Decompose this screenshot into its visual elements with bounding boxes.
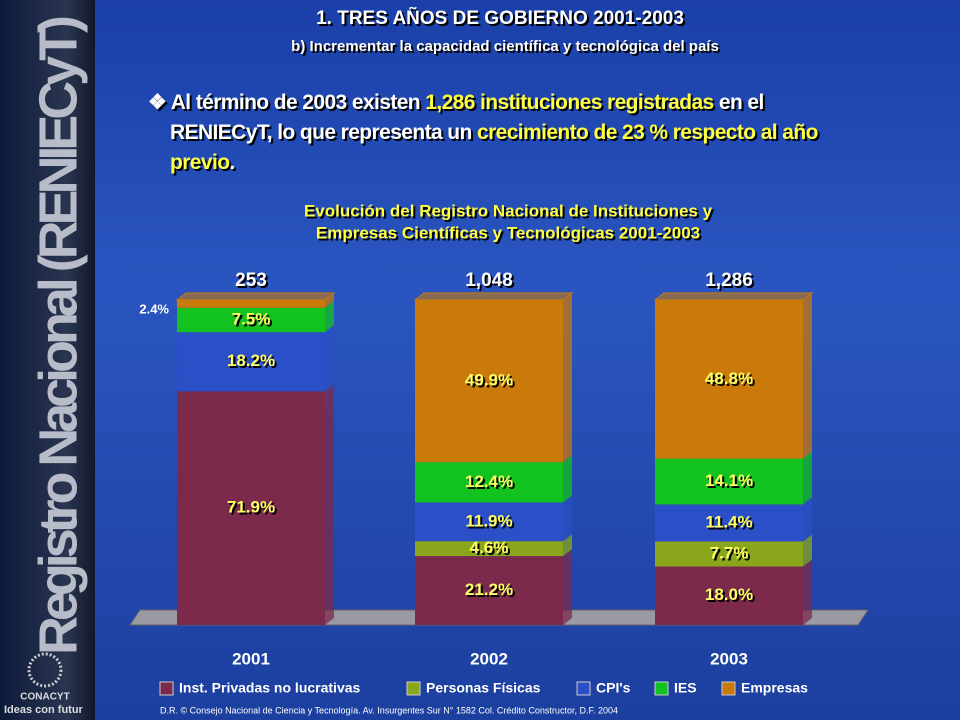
value-label: 4.6% bbox=[470, 538, 509, 557]
bar-side bbox=[563, 455, 572, 503]
logo-name: CONACYT bbox=[20, 692, 69, 703]
value-label: 12.4% bbox=[465, 472, 513, 491]
value-label: 18.2% bbox=[227, 351, 275, 370]
bar-side bbox=[803, 451, 812, 505]
value-label: 21.2% bbox=[465, 580, 513, 599]
bar-side bbox=[803, 559, 812, 625]
chart-title: Evolución del Registro Nacional de Insti… bbox=[304, 201, 713, 220]
bar-segment bbox=[177, 391, 325, 625]
subheading: b) Incrementar la capacidad científica y… bbox=[291, 38, 719, 55]
sidebar bbox=[0, 0, 95, 720]
bar-segment bbox=[655, 566, 803, 625]
value-label: 18.0% bbox=[705, 585, 753, 604]
legend-swatch bbox=[721, 681, 736, 696]
legend-swatch bbox=[654, 681, 669, 696]
x-tick-label: 2003 bbox=[710, 649, 748, 668]
logo-tagline: Ideas con futur bbox=[4, 704, 84, 716]
bar-segment bbox=[177, 332, 325, 392]
bar-segment bbox=[655, 300, 803, 459]
bar-segment bbox=[177, 300, 325, 308]
heading: 1. TRES AÑOS DE GOBIERNO 2001-2003 bbox=[316, 7, 684, 29]
value-label: 2.4% bbox=[139, 301, 169, 316]
sidebar-title: Registro Nacional (RENIECyT) bbox=[28, 15, 88, 655]
bar-side bbox=[325, 325, 334, 392]
value-label: 11.4% bbox=[705, 512, 752, 531]
total-label: 1,048 bbox=[465, 270, 513, 291]
bar-segment bbox=[177, 307, 325, 333]
bar-side bbox=[563, 534, 572, 557]
bullet-segment: Al término de 2003 existen bbox=[170, 91, 426, 114]
bar-top bbox=[175, 292, 336, 301]
x-tick-label: 2002 bbox=[470, 649, 508, 668]
bar-side bbox=[563, 549, 572, 625]
value-label: 7.7% bbox=[710, 543, 749, 562]
legend-swatch bbox=[406, 681, 421, 696]
chart-title: Empresas Científicas y Tecnológicas 2001… bbox=[316, 223, 700, 242]
bar-segment bbox=[415, 541, 563, 557]
footer: D.R. © Consejo Nacional de Ciencia y Tec… bbox=[160, 705, 618, 715]
legend-swatch bbox=[159, 681, 174, 696]
bar-side bbox=[803, 293, 812, 459]
bar-segment bbox=[415, 300, 563, 463]
legend-swatch bbox=[576, 681, 591, 696]
bar-segment bbox=[655, 541, 803, 567]
bar-segment bbox=[415, 462, 563, 503]
x-tick-label: 2001 bbox=[232, 649, 270, 668]
bullet-marker: ❖ bbox=[148, 91, 171, 114]
legend-label: Personas Físicas bbox=[426, 680, 541, 696]
bar-side bbox=[563, 293, 572, 463]
bar-top bbox=[653, 292, 814, 301]
legend-label: IES bbox=[674, 680, 697, 696]
bar-side bbox=[325, 300, 334, 333]
value-label: 14.1% bbox=[705, 471, 753, 490]
bullet-text: ❖ Al término de 2003 existen 1,286 insti… bbox=[148, 88, 870, 178]
value-label: 7.5% bbox=[232, 309, 271, 328]
bar-segment bbox=[655, 504, 803, 542]
value-label: 11.9% bbox=[465, 511, 512, 530]
bar-segment bbox=[415, 556, 563, 625]
bar-side bbox=[325, 293, 334, 308]
bar-side bbox=[803, 497, 812, 542]
bullet-segment: . bbox=[229, 151, 235, 174]
logo-mark bbox=[27, 652, 63, 688]
bar-side bbox=[563, 495, 572, 542]
bar-side bbox=[325, 384, 334, 625]
value-label: 48.8% bbox=[705, 369, 753, 388]
legend-label: Inst. Privadas no lucrativas bbox=[179, 680, 361, 696]
total-label: 253 bbox=[235, 270, 267, 291]
legend-label: Empresas bbox=[741, 680, 808, 696]
bar-segment bbox=[655, 458, 803, 505]
bullet-segment: en el RENIECyT, lo que representa un bbox=[170, 91, 764, 144]
bullet-segment: 1,286 instituciones registradas bbox=[425, 91, 714, 114]
total-label: 1,286 bbox=[705, 270, 753, 291]
bar-side bbox=[803, 534, 812, 567]
bar-top bbox=[413, 292, 574, 301]
bullet-segment: crecimiento de 23 % respecto al año prev… bbox=[170, 121, 818, 174]
value-label: 49.9% bbox=[465, 371, 513, 390]
bar-segment bbox=[415, 502, 563, 542]
legend-label: CPI's bbox=[596, 680, 631, 696]
value-label: 71.9% bbox=[227, 498, 275, 517]
